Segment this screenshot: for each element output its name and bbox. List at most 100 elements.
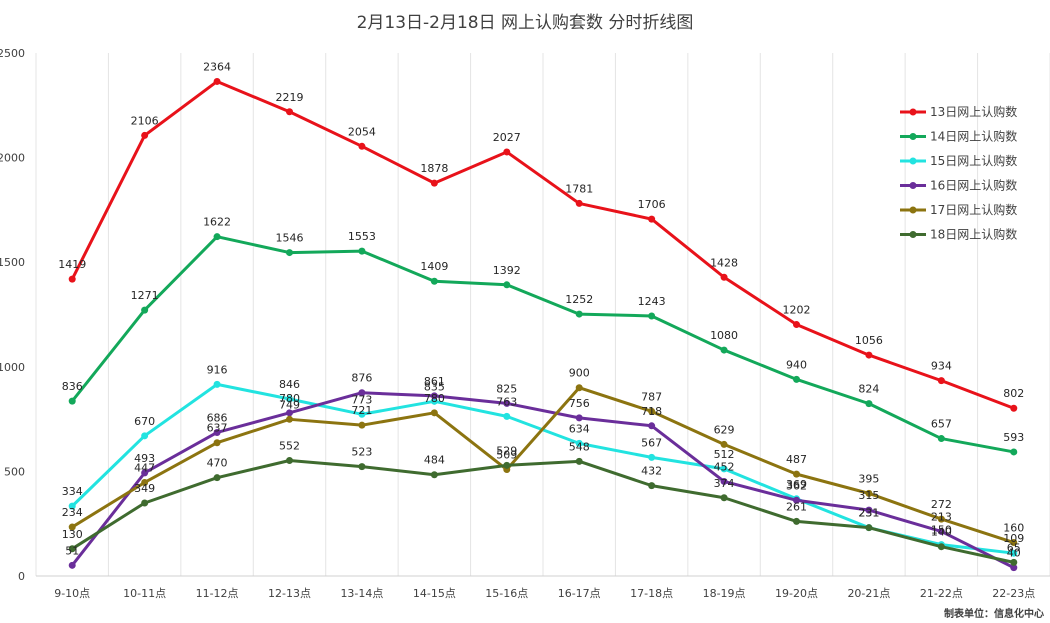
data-point bbox=[865, 351, 873, 359]
y-tick-label: 500 bbox=[4, 465, 25, 478]
data-point bbox=[430, 392, 438, 400]
data-point bbox=[141, 469, 149, 477]
data-label: 1622 bbox=[203, 216, 231, 229]
data-label: 1878 bbox=[420, 162, 448, 175]
data-label: 567 bbox=[641, 436, 662, 449]
data-label: 1409 bbox=[420, 260, 448, 273]
legend-label: 15日网上认购数 bbox=[930, 153, 1017, 168]
x-tick-label: 14-15点 bbox=[413, 587, 456, 600]
data-label: 2054 bbox=[348, 125, 376, 138]
legend-marker bbox=[909, 231, 917, 238]
data-point bbox=[141, 478, 149, 486]
data-point bbox=[286, 457, 293, 465]
data-point bbox=[503, 412, 511, 420]
data-point bbox=[648, 407, 656, 415]
data-point bbox=[648, 312, 656, 320]
series-line-5 bbox=[71, 386, 1015, 544]
data-point bbox=[1010, 558, 1018, 566]
data-label: 876 bbox=[351, 372, 372, 385]
data-point bbox=[575, 457, 583, 465]
data-point bbox=[286, 108, 293, 116]
data-point bbox=[286, 395, 293, 403]
data-label: 629 bbox=[714, 423, 735, 436]
data-label: 900 bbox=[569, 367, 590, 380]
data-point bbox=[648, 453, 656, 461]
data-point bbox=[286, 409, 293, 417]
data-label: 634 bbox=[569, 422, 590, 435]
data-point bbox=[648, 482, 656, 490]
data-point bbox=[720, 465, 728, 473]
data-label: 1392 bbox=[493, 264, 521, 277]
data-label: 231 bbox=[858, 507, 879, 520]
data-point bbox=[68, 561, 76, 569]
legend-marker bbox=[909, 133, 917, 140]
data-label: 261 bbox=[786, 500, 807, 513]
data-point bbox=[720, 477, 728, 485]
data-label: 787 bbox=[641, 390, 662, 403]
data-point bbox=[575, 414, 583, 422]
legend-label: 17日网上认购数 bbox=[930, 202, 1017, 217]
data-point bbox=[68, 502, 76, 510]
data-point bbox=[358, 142, 366, 150]
data-label: 1243 bbox=[638, 295, 666, 308]
data-label: 509 bbox=[496, 449, 517, 462]
data-label: 2364 bbox=[203, 60, 231, 73]
data-point bbox=[141, 499, 149, 507]
data-label: 916 bbox=[207, 363, 228, 376]
data-label: 369 bbox=[786, 478, 807, 491]
data-label: 1419 bbox=[58, 258, 86, 271]
series-lines bbox=[68, 77, 1018, 572]
legend-label: 16日网上认购数 bbox=[930, 178, 1017, 193]
data-label: 861 bbox=[424, 375, 445, 388]
legend-label: 14日网上认购数 bbox=[930, 129, 1017, 144]
data-label: 213 bbox=[931, 510, 952, 523]
data-point bbox=[213, 439, 221, 447]
data-label: 637 bbox=[207, 422, 228, 435]
data-point bbox=[430, 397, 438, 405]
data-point bbox=[286, 415, 293, 423]
x-tick-label: 20-21点 bbox=[847, 587, 890, 600]
data-label: 721 bbox=[351, 404, 372, 417]
data-label: 670 bbox=[134, 415, 155, 428]
data-label: 1271 bbox=[131, 289, 159, 302]
x-tick-label: 17-18点 bbox=[630, 587, 673, 600]
data-point bbox=[68, 523, 76, 531]
data-label: 1252 bbox=[565, 293, 593, 306]
data-point bbox=[358, 463, 366, 471]
data-point bbox=[865, 400, 873, 408]
data-point bbox=[358, 389, 366, 397]
data-label: 836 bbox=[62, 380, 83, 393]
data-point bbox=[141, 432, 149, 440]
data-label: 802 bbox=[1003, 387, 1024, 400]
data-label: 2027 bbox=[493, 131, 521, 144]
data-point bbox=[68, 545, 76, 553]
series-line-4 bbox=[71, 391, 1015, 569]
data-label: 40 bbox=[1007, 547, 1021, 560]
data-point bbox=[648, 422, 656, 430]
data-label: 65 bbox=[1007, 541, 1021, 554]
data-label: 934 bbox=[931, 360, 952, 373]
data-label: 470 bbox=[207, 457, 228, 470]
data-label: 130 bbox=[62, 528, 83, 541]
data-label: 51 bbox=[65, 544, 79, 557]
data-label: 362 bbox=[786, 479, 807, 492]
data-label: 272 bbox=[931, 498, 952, 511]
x-tick-label: 21-22点 bbox=[920, 587, 963, 600]
data-point bbox=[1010, 404, 1018, 412]
legend-marker bbox=[909, 206, 917, 214]
data-point bbox=[358, 247, 366, 255]
data-label: 780 bbox=[424, 392, 445, 405]
data-label: 1428 bbox=[710, 256, 738, 269]
data-point bbox=[430, 409, 438, 417]
data-point bbox=[575, 199, 583, 207]
data-label: 484 bbox=[424, 454, 445, 467]
data-label: 447 bbox=[134, 461, 155, 474]
data-label: 334 bbox=[62, 485, 83, 498]
data-point bbox=[213, 77, 221, 85]
data-label: 160 bbox=[1003, 522, 1024, 535]
grid-lines bbox=[35, 53, 1050, 577]
data-point bbox=[503, 148, 511, 156]
y-tick-label: 1000 bbox=[0, 361, 25, 374]
x-tick-label: 13-14点 bbox=[340, 587, 383, 600]
